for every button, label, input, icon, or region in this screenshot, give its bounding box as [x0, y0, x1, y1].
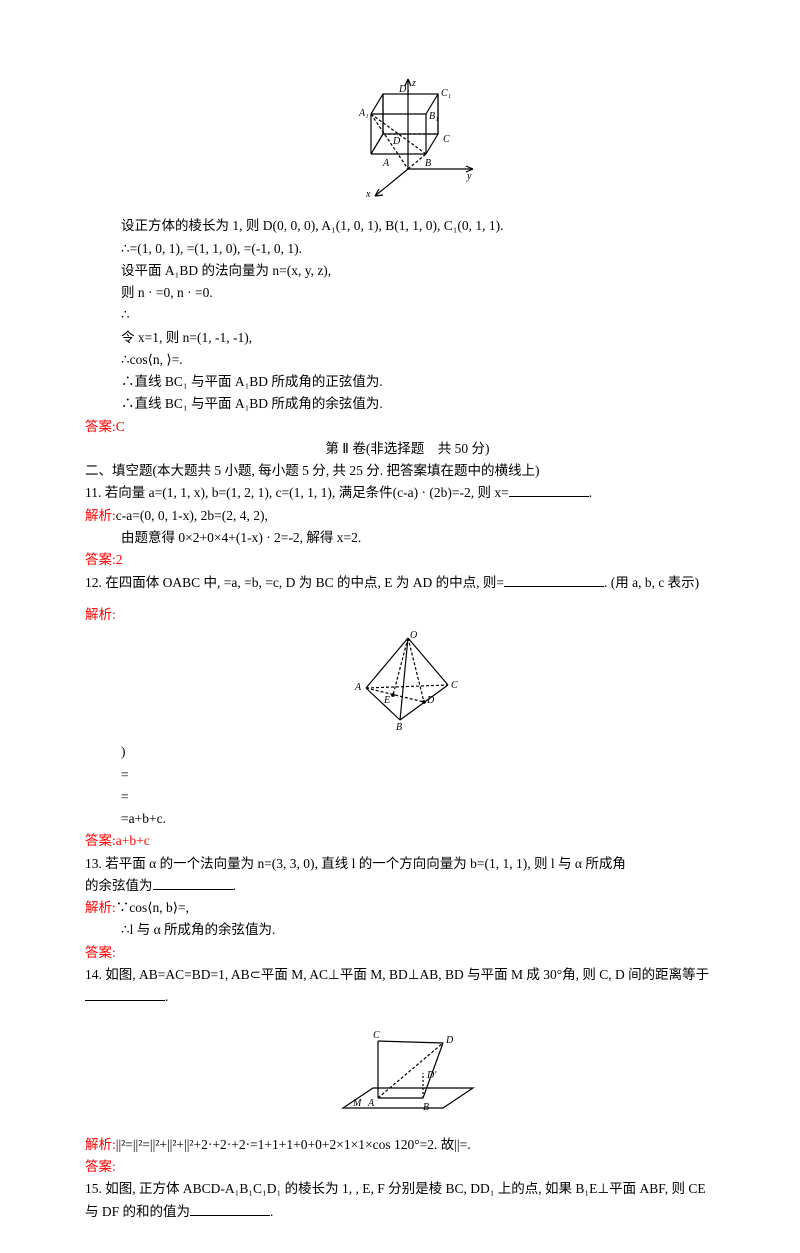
q13-text1: 13. 若平面 α 的一个法向量为 n=(3, 3, 0), 直线 l 的一个方…: [85, 853, 730, 875]
svg-text:C: C: [443, 134, 450, 145]
q13-ans: 答案:: [85, 942, 730, 964]
q14-suffix: .: [165, 989, 168, 1004]
svg-text:D': D': [426, 1070, 437, 1081]
pre-l3: 设平面 A₁BD 的法向量为 n=(x, y, z),: [85, 260, 730, 282]
q14-solution: 解析:||²=||²=||²+||²+||²+2·+2·+2·=1+1+1+0+…: [85, 1134, 730, 1156]
svg-text:x: x: [365, 189, 371, 200]
figure-plane: C D A B M D': [85, 1013, 730, 1130]
svg-text:A: A: [367, 1098, 375, 1109]
svg-text:A: A: [382, 158, 390, 169]
blank: [504, 586, 604, 587]
svg-text:B: B: [396, 722, 402, 730]
svg-text:O: O: [410, 630, 417, 641]
q15-body2: 与 DF 的和的值为: [85, 1204, 190, 1219]
svg-text:D₁: D₁: [398, 84, 410, 95]
q13-sol1: ∵cos⟨n, b⟩=,: [116, 900, 189, 915]
pre-l4: 则 n · =0, n · =0.: [85, 282, 730, 304]
sol-label: 解析:: [85, 900, 116, 915]
answer-pre: 答案:C: [85, 416, 730, 438]
pre-l8: ∴直线 BC₁ 与平面 A₁BD 所成角的正弦值为.: [85, 371, 730, 393]
q13-suffix: .: [233, 878, 236, 893]
svg-text:M: M: [352, 1098, 362, 1109]
svg-text:y: y: [466, 171, 472, 182]
svg-text:B: B: [425, 158, 431, 169]
svg-text:C: C: [373, 1030, 380, 1041]
section2-title: 第 Ⅱ 卷(非选择题 共 50 分): [85, 438, 730, 460]
q12-s1: ): [85, 741, 730, 763]
blank: [153, 889, 233, 890]
svg-text:D: D: [445, 1035, 454, 1046]
q11-sol1: c-a=(0, 0, 1-x), 2b=(2, 4, 2),: [116, 508, 268, 523]
q15-suffix: .: [270, 1204, 273, 1219]
q11-suffix: .: [589, 485, 592, 500]
svg-text:E: E: [383, 695, 390, 706]
q12-s4: =a+b+c.: [85, 808, 730, 830]
q13-sol2: ∴l 与 α 所成角的余弦值为.: [85, 919, 730, 941]
q11-body: 11. 若向量 a=(1, 1, x), b=(1, 2, 1), c=(1, …: [85, 485, 509, 500]
pre-l1: 设正方体的棱长为 1, 则 D(0, 0, 0), A₁(1, 0, 1), B…: [85, 215, 730, 237]
q11-text: 11. 若向量 a=(1, 1, x), b=(1, 2, 1), c=(1, …: [85, 482, 730, 504]
pre-l7: ∴cos⟨n, ⟩=.: [85, 349, 730, 371]
sol-label: 解析:: [85, 508, 116, 523]
q12-s3: =: [85, 786, 730, 808]
svg-text:C: C: [451, 680, 458, 691]
svg-text:C₁: C₁: [441, 88, 451, 99]
sol-label: 解析:: [85, 1137, 116, 1152]
q13-text2: 的余弦值为.: [85, 875, 730, 897]
q15-text1: 15. 如图, 正方体 ABCD-A₁B₁C₁D₁ 的棱长为 1, , E, F…: [85, 1178, 730, 1200]
q13-body2: 的余弦值为: [85, 878, 153, 893]
q12-text: 12. 在四面体 OABC 中, =a, =b, =c, D 为 BC 的中点,…: [85, 572, 730, 594]
svg-text:D: D: [392, 136, 401, 147]
q12-s2: =: [85, 764, 730, 786]
pre-l2: ∴=(1, 0, 1), =(1, 1, 0), =(-1, 0, 1).: [85, 238, 730, 260]
q14-sol1: ||²=||²=||²+||²+||²+2·+2·+2·=1+1+1+0+0+2…: [116, 1137, 471, 1152]
svg-text:z: z: [411, 78, 416, 89]
q11-sol2: 由题意得 0×2+0×4+(1-x) · 2=-2, 解得 x=2.: [85, 527, 730, 549]
svg-text:B: B: [423, 1102, 429, 1113]
svg-text:A₁: A₁: [358, 108, 369, 119]
q11-ans: 答案:2: [85, 549, 730, 571]
blank: [190, 1215, 270, 1216]
pre-l9: ∴直线 BC₁ 与平面 A₁BD 所成角的余弦值为.: [85, 393, 730, 415]
q12-suffix: . (用 a, b, c 表示): [604, 575, 699, 590]
pre-l5: ∴: [85, 304, 730, 326]
pre-l6: 令 x=1, 则 n=(1, -1, -1),: [85, 327, 730, 349]
blank: [509, 496, 589, 497]
section2-head: 二、填空题(本大题共 5 小题, 每小题 5 分, 共 25 分. 把答案填在题…: [85, 460, 730, 482]
q15-text2: 与 DF 的和的值为.: [85, 1201, 730, 1223]
q13-solution: 解析:∵cos⟨n, b⟩=,: [85, 897, 730, 919]
q12-ans: 答案:a+b+c: [85, 830, 730, 852]
svg-text:B₁: B₁: [429, 111, 439, 122]
q14-ans: 答案:: [85, 1156, 730, 1178]
q14-text: 14. 如图, AB=AC=BD=1, AB⊂平面 M, AC⊥平面 M, BD…: [85, 964, 730, 1009]
figure-tetra: O A C B D E: [85, 630, 730, 737]
q12-sol-label: 解析:: [85, 607, 116, 622]
q14-body: 14. 如图, AB=AC=BD=1, AB⊂平面 M, AC⊥平面 M, BD…: [85, 967, 709, 982]
svg-text:D: D: [426, 695, 435, 706]
q11-solution: 解析:c-a=(0, 0, 1-x), 2b=(2, 4, 2),: [85, 505, 730, 527]
figure-cube: z D₁ C₁ A₁ B₁ D C y A B x: [85, 74, 730, 211]
q12-body: 12. 在四面体 OABC 中, =a, =b, =c, D 为 BC 的中点,…: [85, 575, 504, 590]
blank: [85, 1000, 165, 1001]
svg-text:A: A: [354, 682, 362, 693]
